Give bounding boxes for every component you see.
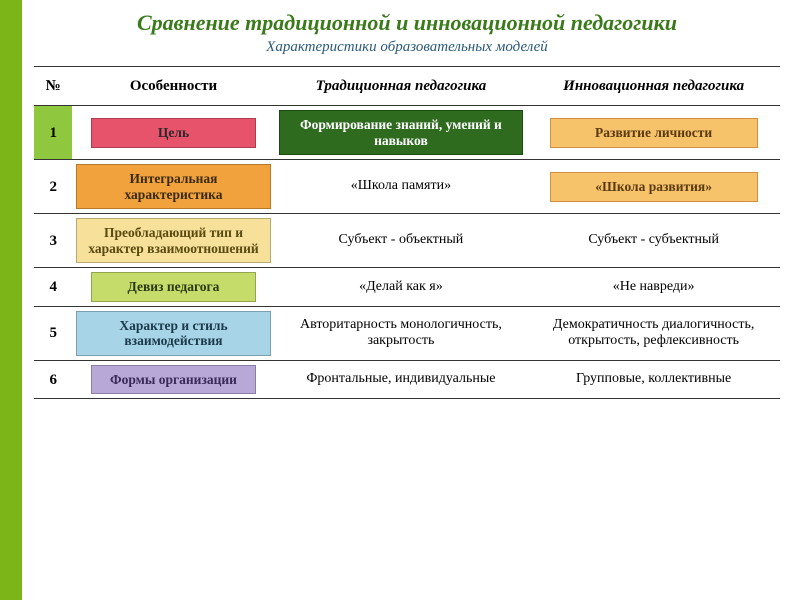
- slide-content: Сравнение традиционной и инновационной п…: [22, 0, 800, 600]
- slide-subtitle: Характеристики образовательных моделей: [34, 39, 780, 56]
- table-row: 5 Характер и стиль взаимодействия Автори…: [34, 306, 780, 360]
- row-num: 5: [34, 306, 72, 360]
- row-num: 1: [34, 106, 72, 160]
- row-num: 4: [34, 268, 72, 307]
- inno-cell: «Не навреди»: [527, 268, 780, 307]
- trad-cell: Авторитарность монологичность, закрытост…: [275, 306, 528, 360]
- trad-pill: Формирование знаний, умений и навыков: [279, 110, 524, 155]
- header-feature: Особенности: [72, 67, 274, 106]
- table-row: 2 Интегральная характеристика «Школа пам…: [34, 160, 780, 214]
- feature-pill: Интегральная характеристика: [76, 164, 270, 209]
- table-header-row: № Особенности Традиционная педагогика Ин…: [34, 67, 780, 106]
- inno-cell: Групповые, коллективные: [527, 360, 780, 399]
- trad-cell: «Школа памяти»: [275, 160, 528, 214]
- inno-pill: «Школа развития»: [550, 172, 758, 202]
- trad-cell: «Делай как я»: [275, 268, 528, 307]
- comparison-table: № Особенности Традиционная педагогика Ин…: [34, 66, 780, 399]
- row-num: 2: [34, 160, 72, 214]
- trad-cell: Субъект - объектный: [275, 214, 528, 268]
- header-traditional: Традиционная педагогика: [275, 67, 528, 106]
- row-num: 6: [34, 360, 72, 399]
- green-sidebar: [0, 0, 22, 600]
- slide-title: Сравнение традиционной и инновационной п…: [34, 10, 780, 35]
- inno-cell: Демократичность диалогичность, открытост…: [527, 306, 780, 360]
- inno-pill: Развитие личности: [550, 118, 758, 148]
- feature-pill: Формы организации: [91, 365, 256, 395]
- feature-pill: Преобладающий тип и характер взаимоотнош…: [76, 218, 270, 263]
- table-row: 3 Преобладающий тип и характер взаимоотн…: [34, 214, 780, 268]
- header-innovative: Инновационная педагогика: [527, 67, 780, 106]
- row-num: 3: [34, 214, 72, 268]
- table-row: 1 Цель Формирование знаний, умений и нав…: [34, 106, 780, 160]
- feature-pill: Цель: [91, 118, 256, 148]
- inno-cell: Субъект - субъектный: [527, 214, 780, 268]
- feature-pill: Характер и стиль взаимодействия: [76, 311, 270, 356]
- table-row: 4 Девиз педагога «Делай как я» «Не навре…: [34, 268, 780, 307]
- feature-pill: Девиз педагога: [91, 272, 256, 302]
- table-row: 6 Формы организации Фронтальные, индивид…: [34, 360, 780, 399]
- header-num: №: [34, 67, 72, 106]
- trad-cell: Фронтальные, индивидуальные: [275, 360, 528, 399]
